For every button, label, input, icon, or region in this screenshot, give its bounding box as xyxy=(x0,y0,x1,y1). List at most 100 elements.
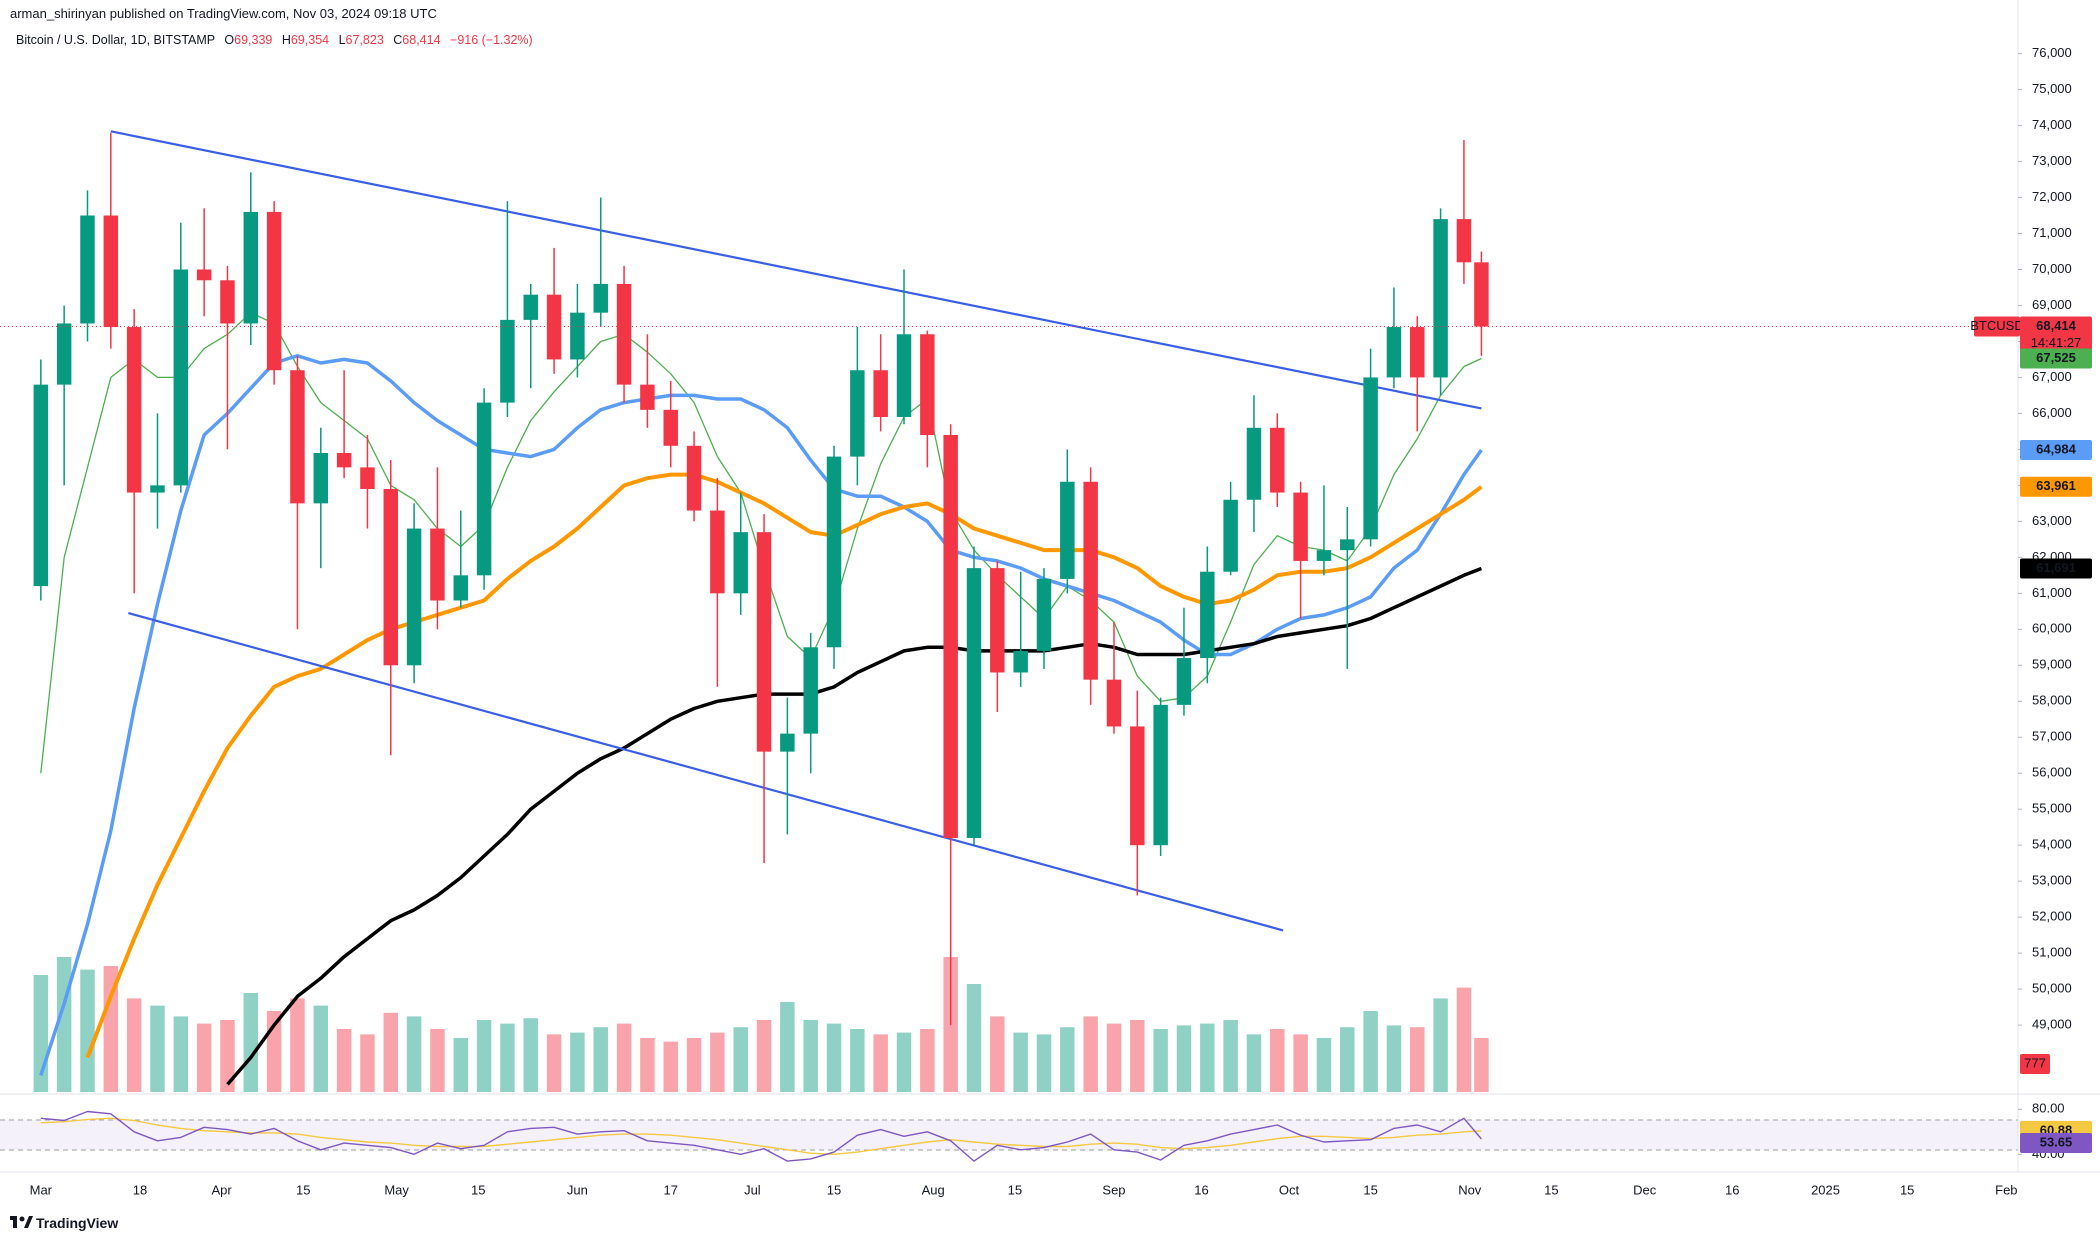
candle-body xyxy=(1474,262,1489,327)
candle-body xyxy=(103,215,119,328)
volume-bar xyxy=(1270,1029,1285,1092)
volume-bar xyxy=(850,1029,865,1092)
candle-body xyxy=(1456,219,1472,263)
x-tick-label: Feb xyxy=(1995,1182,2017,1197)
x-tick-label: Aug xyxy=(922,1182,945,1197)
candle-body xyxy=(1363,377,1378,540)
volume-bar xyxy=(896,1032,912,1092)
candle-body xyxy=(686,445,702,511)
y-tick-label: 74,000 xyxy=(2032,117,2072,132)
volume-bar xyxy=(243,993,259,1092)
candle-body xyxy=(360,467,375,489)
y-tick-label: 66,000 xyxy=(2032,405,2072,420)
logo xyxy=(10,1216,33,1228)
volume-bar xyxy=(220,1020,235,1092)
y-tick-label: 50,000 xyxy=(2032,981,2072,996)
y-tick-label: 52,000 xyxy=(2032,909,2072,924)
legend-key: H xyxy=(281,33,291,47)
footer-brand: TradingView xyxy=(36,1215,119,1231)
candle-body xyxy=(406,528,422,666)
volume-bar xyxy=(290,998,305,1092)
ma-axis-label: 61,691 xyxy=(2036,560,2076,575)
volume-bar xyxy=(1386,1025,1402,1092)
volume-bar xyxy=(1293,1034,1308,1092)
x-tick-label: 15 xyxy=(1363,1182,1377,1197)
candle-body xyxy=(826,456,842,648)
candle-body xyxy=(1060,481,1075,579)
symbol-legend: Bitcoin / U.S. Dollar, 1D, BITSTAMP O69,… xyxy=(16,33,533,47)
symbol-title: Bitcoin / U.S. Dollar, 1D, BITSTAMP xyxy=(16,33,215,47)
ma-axis-label: 64,984 xyxy=(2036,441,2077,456)
volume-bar xyxy=(196,1023,212,1092)
x-tick-label: 17 xyxy=(663,1182,677,1197)
volume-bar xyxy=(406,1016,422,1092)
candle-body xyxy=(266,211,282,371)
volume-bar xyxy=(1106,1023,1122,1092)
candle-body xyxy=(500,319,515,403)
y-tick-label: 59,000 xyxy=(2032,657,2072,672)
y-tick-label: 75,000 xyxy=(2032,81,2072,96)
candle-body xyxy=(56,323,72,385)
legend-key: C xyxy=(393,33,403,47)
volume-bar xyxy=(570,1032,585,1092)
volume-bar xyxy=(1363,1011,1378,1092)
candle-body xyxy=(873,370,888,418)
y-tick-label: 49,000 xyxy=(2032,1017,2072,1032)
legend-key: L xyxy=(338,33,346,47)
x-tick-label: 16 xyxy=(1725,1182,1739,1197)
candle-body xyxy=(173,269,189,486)
candle-body xyxy=(966,568,982,838)
y-tick-label: 76,000 xyxy=(2032,45,2072,60)
volume-bar xyxy=(1474,1038,1489,1092)
candle-body xyxy=(290,370,305,504)
moving-average xyxy=(226,566,1483,1086)
volume-bar xyxy=(523,1018,538,1092)
x-tick-label: 18 xyxy=(133,1182,147,1197)
y-tick-label: 69,000 xyxy=(2032,297,2072,312)
volume-bar xyxy=(313,1005,329,1092)
volume-bar xyxy=(150,1005,165,1092)
rsi-label: 53.65 xyxy=(2040,1134,2073,1149)
ma-axis-label-box xyxy=(2020,558,2092,579)
volume-bar xyxy=(476,1020,492,1092)
candle-body xyxy=(1013,650,1028,673)
x-tick-label: Mar xyxy=(30,1182,53,1197)
candle-body xyxy=(1130,726,1145,846)
candle-body xyxy=(453,575,468,601)
candle-body xyxy=(780,733,795,752)
symbol-tag-box xyxy=(1974,316,2020,337)
volume-bar xyxy=(1433,998,1448,1092)
candle-body xyxy=(1246,427,1262,500)
volume-bar xyxy=(1456,987,1472,1092)
volume-bar xyxy=(103,966,119,1092)
volume-bar xyxy=(1060,1027,1075,1092)
candle-body xyxy=(336,452,352,468)
x-tick-label: Nov xyxy=(1458,1182,1482,1197)
candle-body xyxy=(1036,578,1052,651)
x-tick-label: 15 xyxy=(1008,1182,1022,1197)
volume-bar xyxy=(360,1034,375,1092)
ma-axis-label: 63,961 xyxy=(2036,478,2076,493)
x-tick-label: Apr xyxy=(212,1182,233,1197)
y-tick-label: 67,000 xyxy=(2032,369,2072,384)
candle-body xyxy=(920,334,935,436)
candle-body xyxy=(1270,427,1285,493)
publisher-line: arman_shirinyan published on TradingView… xyxy=(10,6,437,21)
volume-bar xyxy=(756,1020,772,1092)
volume-bar xyxy=(1223,1020,1238,1092)
volume-bar xyxy=(803,1020,818,1092)
candle-body xyxy=(80,215,95,324)
y-tick-label: 60,000 xyxy=(2032,621,2072,636)
volume-bar xyxy=(616,1023,632,1092)
volume-bar xyxy=(826,1023,842,1092)
y-tick-label: 58,000 xyxy=(2032,693,2072,708)
volume-bar xyxy=(640,1038,655,1092)
candle-body xyxy=(126,327,142,493)
x-tick-label: Sep xyxy=(1102,1182,1125,1197)
y-tick-label: 53,000 xyxy=(2032,873,2072,888)
y-tick-label: 54,000 xyxy=(2032,837,2072,852)
y-tick-label: 63,000 xyxy=(2032,513,2072,528)
trendline xyxy=(128,612,1284,932)
moving-average xyxy=(39,354,1483,1076)
